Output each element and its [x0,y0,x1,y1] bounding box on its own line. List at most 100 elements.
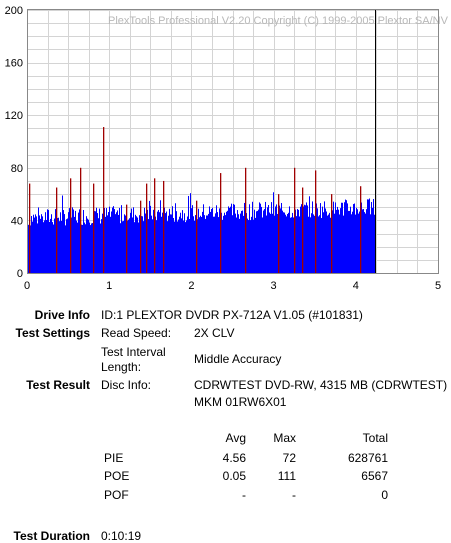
pie-bar [105,216,106,273]
y-tick-label: 200 [5,5,23,17]
pie-bar [142,216,143,273]
pie-bar [258,209,259,273]
pie-bar [52,222,53,273]
pie-bar [368,199,369,273]
pie-bar [139,215,140,273]
pie-bar [355,214,356,273]
pie-bar [249,204,250,273]
pie-bar [55,209,56,273]
pie-bar [254,209,255,273]
pie-bar [349,210,350,273]
pie-bar [371,201,372,273]
pie-bar [202,211,203,273]
stats-row-max: - [292,488,296,502]
pie-bar [57,217,58,273]
pie-bar [252,201,253,273]
poe-series [29,127,362,273]
pie-bar [148,219,149,273]
pie-bar [39,215,40,273]
pie-bar [285,214,286,273]
pie-bar [232,215,233,273]
poe-bar [146,183,148,273]
pie-bar [332,210,333,273]
pie-bar [159,212,160,273]
pie-bar [152,219,153,273]
pie-bar [134,222,135,273]
pie-bar [46,219,47,273]
pie-bar [287,214,288,273]
stats-row-name: POF [104,488,129,502]
pie-bar [244,202,245,273]
pie-bar [359,211,360,273]
pie-bar [208,213,209,273]
pie-bar [307,205,308,273]
pie-bar [338,209,339,273]
pie-bar [329,212,330,273]
pie-bar [229,207,230,273]
pie-bar [364,212,365,273]
chart-watermark: PlexTools Professional V2.20 Copyright (… [108,15,449,27]
pie-bar [82,224,83,273]
pie-bar [353,204,354,273]
pie-bar [330,217,331,273]
pie-bar [110,216,111,273]
pie-bar [212,207,213,273]
pie-bar [48,210,49,273]
pie-bar [72,207,73,273]
x-tick-label: 2 [188,280,194,292]
pie-bar [235,213,236,273]
pie-bar [267,207,268,273]
pie-bar [83,209,84,273]
pie-bar [218,217,219,273]
pie-bar [352,211,353,273]
pie-bar [108,212,109,273]
pie-bar [348,210,349,273]
pie-bar [197,219,198,273]
pie-bar [194,220,195,273]
stats-row-total: 6567 [361,469,388,483]
poe-bar [278,194,280,273]
pie-bar [195,215,196,273]
y-tick-label: 40 [11,215,23,227]
pie-bar [120,223,121,273]
pie-bar [53,224,54,273]
pie-bar [86,216,87,273]
pie-bar [373,199,374,273]
pie-bar [358,213,359,273]
poe-bar [93,183,95,273]
pie-bar [266,215,267,273]
pie-bar [346,200,347,273]
y-tick-label: 160 [5,58,23,70]
stats-header-avg: Avg [225,431,246,445]
pie-bar [283,212,284,273]
pie-bar [106,208,107,273]
pie-bar [306,202,307,273]
pie-bar [173,217,174,273]
pie-bar [38,207,39,273]
pie-bar [223,215,224,273]
stats-row-max: 72 [282,451,296,465]
poe-bar [220,173,222,273]
poe-bar [331,194,333,273]
pie-bar [341,202,342,273]
pie-bar [299,216,300,273]
poe-bar [154,178,156,273]
pie-bar [234,204,235,273]
pie-bar [157,211,158,273]
pie-bar [198,208,199,273]
pie-bar [246,213,247,273]
pie-bar [41,214,42,273]
x-tick-label: 4 [353,280,359,292]
pie-bar [169,208,170,273]
pie-bar [75,210,76,273]
pie-bar [210,211,211,273]
pie-bar [145,213,146,273]
pie-bar [122,221,123,273]
pie-bar [50,218,51,273]
pie-bar [322,206,323,273]
pie-bar [257,210,258,273]
pie-bar [76,220,77,273]
pie-bar [112,207,113,273]
pie-bar [325,208,326,273]
pie-bar [84,222,85,273]
